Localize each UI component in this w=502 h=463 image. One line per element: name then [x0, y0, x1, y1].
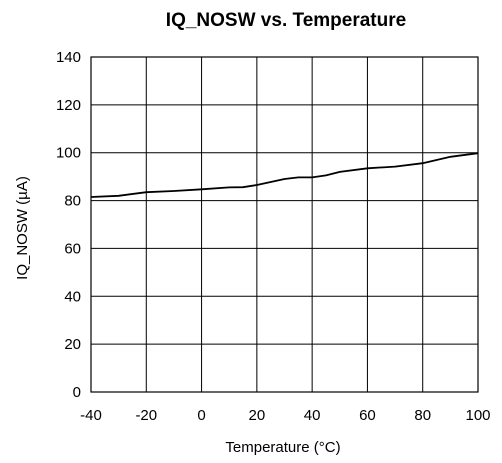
x-tick-label: -20	[135, 407, 157, 424]
series-line	[90, 152, 479, 198]
y-tick-label: 20	[64, 336, 81, 353]
x-tick-label: 40	[304, 407, 321, 424]
y-tick-label: 0	[73, 384, 81, 401]
x-axis-label: Temperature (°C)	[225, 439, 340, 456]
y-tick-label: 60	[64, 240, 81, 257]
x-tick-labels: -40 -20 0 20 40 60 80 100	[80, 407, 490, 424]
y-tick-label: 100	[56, 145, 81, 162]
plot-area-frame	[90, 56, 479, 393]
y-tick-labels: 0 20 40 60 80 100 120 140	[56, 49, 81, 401]
chart-title: IQ_NOSW vs. Temperature	[166, 10, 406, 31]
x-tick-label: -40	[80, 407, 102, 424]
x-tick-label: 0	[197, 407, 205, 424]
x-tick-label: 100	[465, 407, 490, 424]
y-tick-label: 120	[56, 97, 81, 114]
horizontal-gridlines	[91, 104, 478, 345]
y-tick-label: 80	[64, 193, 81, 210]
x-tick-label: 60	[359, 407, 376, 424]
y-tick-label: 40	[64, 288, 81, 305]
series-layer	[90, 152, 479, 198]
y-tick-label: 140	[56, 49, 81, 66]
y-axis-label: IQ_NOSW (µA)	[14, 176, 31, 280]
x-tick-label: 80	[414, 407, 431, 424]
vertical-gridlines	[145, 57, 424, 392]
x-tick-label: 20	[249, 407, 266, 424]
